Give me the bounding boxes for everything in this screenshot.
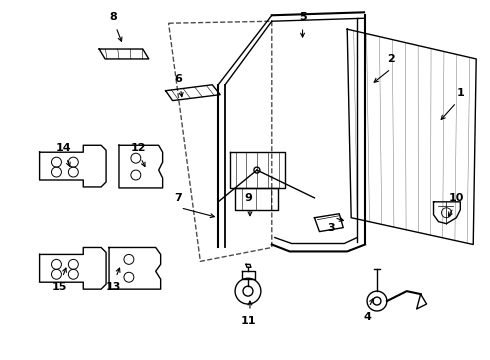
Text: 13: 13 (105, 282, 121, 292)
Text: 12: 12 (131, 143, 147, 153)
Text: 1: 1 (457, 88, 464, 98)
Text: 6: 6 (174, 74, 182, 84)
Text: 7: 7 (174, 193, 182, 203)
Text: 14: 14 (55, 143, 71, 153)
Text: 10: 10 (449, 193, 464, 203)
Text: 8: 8 (109, 12, 117, 22)
Text: 4: 4 (363, 312, 371, 322)
Text: 5: 5 (299, 12, 306, 22)
Text: 3: 3 (327, 222, 335, 233)
Text: 15: 15 (52, 282, 67, 292)
Text: 2: 2 (387, 54, 395, 64)
Text: 11: 11 (240, 316, 256, 326)
Text: 9: 9 (244, 193, 252, 203)
